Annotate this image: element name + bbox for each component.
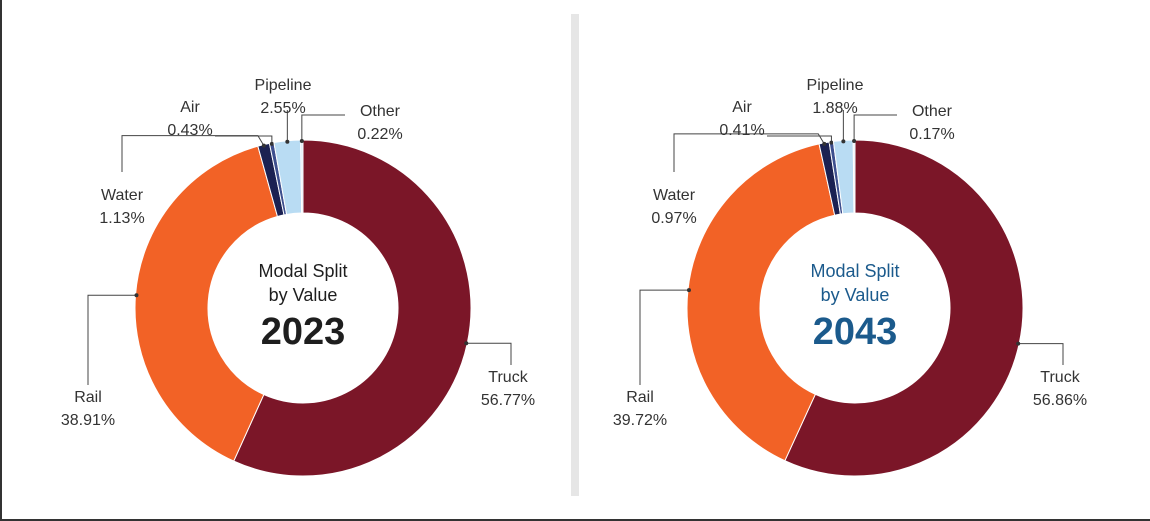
slice-value: 0.17% xyxy=(909,126,954,143)
leader-line xyxy=(121,135,265,172)
donut-slice xyxy=(852,139,856,214)
slice-name: Air xyxy=(732,99,752,116)
slice-name: Truck xyxy=(488,369,528,386)
leader-line xyxy=(1018,343,1064,365)
center-text: Modal Split xyxy=(258,261,347,281)
leader-dot xyxy=(464,341,469,346)
leader-line xyxy=(215,135,273,144)
leader-dot xyxy=(285,139,290,144)
slice-name: Rail xyxy=(626,389,654,406)
slice-name: Air xyxy=(180,99,200,116)
leader-dot xyxy=(261,143,266,148)
slice-value: 0.97% xyxy=(651,210,696,227)
leader-line xyxy=(466,342,512,365)
slice-name: Rail xyxy=(74,389,102,406)
center-year: 2043 xyxy=(813,311,898,353)
slice-value: 0.22% xyxy=(357,126,402,143)
leader-line xyxy=(767,135,832,143)
leader-dot xyxy=(134,293,139,298)
slice-name: Pipeline xyxy=(807,77,864,94)
divider xyxy=(571,14,579,496)
leader-dot xyxy=(852,139,857,144)
donut-slice xyxy=(686,143,836,462)
slice-value: 56.86% xyxy=(1033,392,1087,409)
center-year: 2023 xyxy=(261,311,346,353)
leader-line xyxy=(673,133,825,172)
slice-value: 1.13% xyxy=(99,210,144,227)
leader-line xyxy=(853,114,897,142)
slice-name: Water xyxy=(101,187,144,204)
leader-dot xyxy=(829,140,834,145)
slice-name: Truck xyxy=(1040,369,1080,386)
leader-dot xyxy=(299,139,304,144)
leader-dot xyxy=(822,141,827,146)
slice-value: 0.41% xyxy=(719,122,764,139)
slice-name: Other xyxy=(912,103,953,120)
leader-line xyxy=(639,289,689,385)
center-text: by Value xyxy=(821,285,890,305)
slice-value: 56.77% xyxy=(481,392,535,409)
leader-dot xyxy=(1016,341,1021,346)
leader-dot xyxy=(686,288,691,293)
slice-value: 38.91% xyxy=(61,412,115,429)
center-text: Modal Split xyxy=(810,261,899,281)
donut-slice xyxy=(134,145,279,462)
leader-dot xyxy=(841,139,846,144)
donut-slice xyxy=(784,139,1024,477)
leader-line xyxy=(87,294,137,385)
slice-value: 0.43% xyxy=(167,122,212,139)
slice-name: Other xyxy=(360,103,401,120)
slice-name: Water xyxy=(653,187,696,204)
slice-value: 2.55% xyxy=(260,100,305,117)
slice-name: Pipeline xyxy=(255,77,312,94)
center-text: by Value xyxy=(269,285,338,305)
slice-value: 1.88% xyxy=(812,100,857,117)
slice-value: 39.72% xyxy=(613,412,667,429)
leader-dot xyxy=(269,141,274,146)
leader-line xyxy=(301,114,345,142)
donut-slice xyxy=(233,139,472,477)
